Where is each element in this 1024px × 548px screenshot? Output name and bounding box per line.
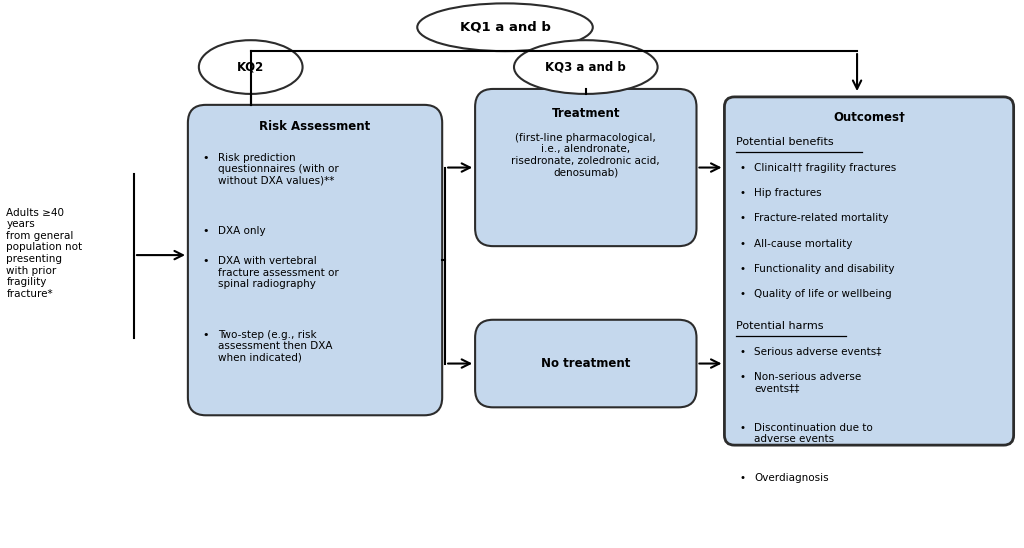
Text: •: • bbox=[203, 330, 209, 340]
Text: Risk Assessment: Risk Assessment bbox=[259, 120, 371, 133]
Text: •: • bbox=[739, 473, 745, 483]
Text: •: • bbox=[203, 226, 209, 236]
FancyBboxPatch shape bbox=[475, 89, 696, 246]
Text: KQ1 a and b: KQ1 a and b bbox=[460, 21, 551, 34]
Text: Hip fractures: Hip fractures bbox=[755, 188, 822, 198]
Text: Risk prediction
questionnaires (with or
without DXA values)**: Risk prediction questionnaires (with or … bbox=[218, 153, 339, 186]
Text: Adults ≥40
years
from general
population not
presenting
with prior
fragility
fra: Adults ≥40 years from general population… bbox=[6, 208, 83, 299]
Text: KQ3 a and b: KQ3 a and b bbox=[546, 61, 626, 73]
Text: Discontinuation due to
adverse events: Discontinuation due to adverse events bbox=[755, 423, 873, 444]
FancyBboxPatch shape bbox=[475, 320, 696, 407]
Text: Clinical†† fragility fractures: Clinical†† fragility fractures bbox=[755, 163, 897, 173]
Text: Potential harms: Potential harms bbox=[736, 321, 824, 331]
Text: Fracture-related mortality: Fracture-related mortality bbox=[755, 213, 889, 223]
Text: Two-step (e.g., risk
assessment then DXA
when indicated): Two-step (e.g., risk assessment then DXA… bbox=[218, 330, 333, 363]
Text: Overdiagnosis: Overdiagnosis bbox=[755, 473, 829, 483]
FancyBboxPatch shape bbox=[724, 97, 1014, 445]
Text: All-cause mortality: All-cause mortality bbox=[755, 239, 853, 249]
Text: •: • bbox=[739, 239, 745, 249]
Text: •: • bbox=[739, 188, 745, 198]
Text: Potential benefits: Potential benefits bbox=[736, 136, 834, 147]
FancyBboxPatch shape bbox=[187, 105, 442, 415]
Ellipse shape bbox=[514, 40, 657, 94]
Text: DXA only: DXA only bbox=[218, 226, 265, 236]
Text: Non-serious adverse
events‡‡: Non-serious adverse events‡‡ bbox=[755, 372, 861, 393]
Text: Quality of life or wellbeing: Quality of life or wellbeing bbox=[755, 289, 892, 299]
Text: •: • bbox=[203, 256, 209, 266]
Text: KQ2: KQ2 bbox=[238, 61, 264, 73]
Text: Serious adverse events‡: Serious adverse events‡ bbox=[755, 347, 882, 357]
Text: •: • bbox=[739, 163, 745, 173]
Text: DXA with vertebral
fracture assessment or
spinal radiography: DXA with vertebral fracture assessment o… bbox=[218, 256, 339, 289]
Text: •: • bbox=[739, 372, 745, 382]
Text: Treatment: Treatment bbox=[552, 107, 621, 120]
Text: No treatment: No treatment bbox=[541, 357, 631, 370]
Ellipse shape bbox=[199, 40, 302, 94]
Text: (first-line pharmacological,
i.e., alendronate,
risedronate, zoledronic acid,
de: (first-line pharmacological, i.e., alend… bbox=[511, 133, 660, 178]
Text: •: • bbox=[739, 213, 745, 223]
Text: •: • bbox=[203, 153, 209, 163]
Text: •: • bbox=[739, 423, 745, 433]
Text: Functionality and disability: Functionality and disability bbox=[755, 264, 895, 274]
Text: •: • bbox=[739, 264, 745, 274]
Text: •: • bbox=[739, 289, 745, 299]
Ellipse shape bbox=[417, 3, 593, 51]
Text: •: • bbox=[739, 347, 745, 357]
Text: Outcomes†: Outcomes† bbox=[834, 111, 905, 124]
